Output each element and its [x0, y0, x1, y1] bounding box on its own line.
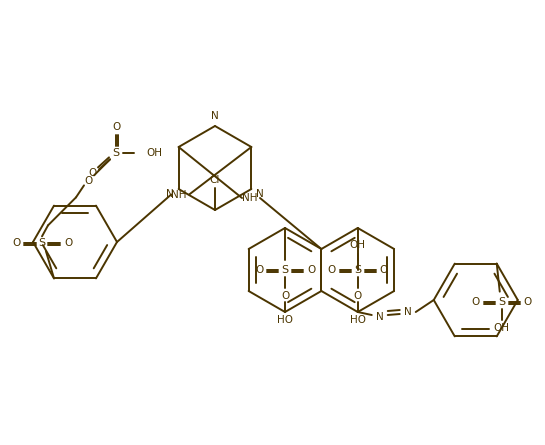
Text: S: S: [39, 239, 46, 248]
Text: O: O: [524, 297, 532, 307]
Text: O: O: [307, 265, 315, 275]
Text: O: O: [64, 239, 72, 248]
Text: O: O: [471, 297, 480, 307]
Text: NH: NH: [242, 193, 258, 203]
Text: O: O: [380, 265, 388, 275]
Text: O: O: [255, 265, 263, 275]
Text: Cl: Cl: [210, 175, 220, 185]
Text: OH: OH: [146, 148, 162, 158]
Text: S: S: [281, 265, 288, 275]
Text: S: S: [354, 265, 361, 275]
Text: HO: HO: [350, 315, 366, 325]
Text: OH: OH: [494, 323, 510, 332]
Text: N: N: [376, 312, 384, 322]
Text: O: O: [84, 176, 92, 186]
Text: O: O: [88, 168, 96, 178]
Text: N: N: [166, 189, 174, 199]
Text: OH: OH: [350, 240, 366, 250]
Text: O: O: [328, 265, 336, 275]
Text: N: N: [404, 307, 411, 317]
Text: HO: HO: [277, 315, 293, 325]
Text: N: N: [256, 189, 264, 199]
Text: S: S: [498, 297, 505, 307]
Text: S: S: [112, 148, 119, 158]
Text: O: O: [12, 239, 20, 248]
Text: NH: NH: [172, 190, 187, 199]
Text: O: O: [354, 291, 362, 301]
Text: N: N: [211, 111, 219, 121]
Text: O: O: [112, 122, 120, 132]
Text: O: O: [281, 291, 289, 301]
